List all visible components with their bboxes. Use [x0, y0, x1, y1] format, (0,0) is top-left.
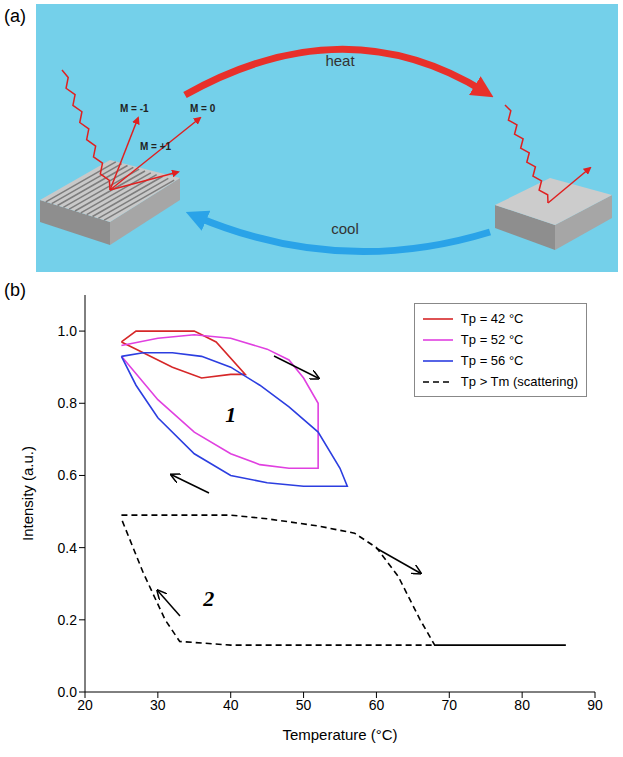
svg-text:1: 1 — [225, 402, 236, 427]
svg-text:0.2: 0.2 — [58, 612, 78, 628]
svg-text:(a): (a) — [4, 6, 26, 26]
svg-text:40: 40 — [223, 697, 239, 713]
svg-text:80: 80 — [514, 697, 530, 713]
html-text:(b): (b) — [4, 280, 26, 300]
html-text:Tp = 42 °C: Tp = 42 °C — [460, 311, 524, 326]
svg-text:50: 50 — [296, 697, 312, 713]
svg-text:0.6: 0.6 — [58, 467, 78, 483]
svg-text:Intensity (a.u.): Intensity (a.u.) — [19, 446, 36, 541]
svg-text:M = 0: M = 0 — [190, 103, 216, 114]
svg-text:2: 2 — [202, 586, 214, 611]
svg-text:1.0: 1.0 — [58, 323, 78, 339]
svg-text:0.8: 0.8 — [58, 395, 78, 411]
html-text:Tp > Tm (scattering): Tp > Tm (scattering) — [460, 374, 578, 389]
svg-text:Temperature (°C): Temperature (°C) — [282, 726, 397, 743]
svg-text:70: 70 — [441, 697, 457, 713]
svg-text:20: 20 — [77, 697, 93, 713]
svg-text:cool: cool — [331, 220, 359, 237]
svg-text:0.0: 0.0 — [58, 684, 78, 700]
svg-text:0.4: 0.4 — [58, 540, 78, 556]
svg-text:M = +1: M = +1 — [140, 141, 172, 152]
html-text:Tp = 52 °C: Tp = 52 °C — [460, 332, 524, 347]
svg-text:60: 60 — [369, 697, 385, 713]
svg-text:30: 30 — [150, 697, 166, 713]
html-text:Tp = 56 °C: Tp = 56 °C — [460, 353, 524, 368]
svg-text:heat: heat — [325, 52, 355, 69]
svg-text:M = -1: M = -1 — [120, 103, 149, 114]
svg-text:90: 90 — [587, 697, 603, 713]
